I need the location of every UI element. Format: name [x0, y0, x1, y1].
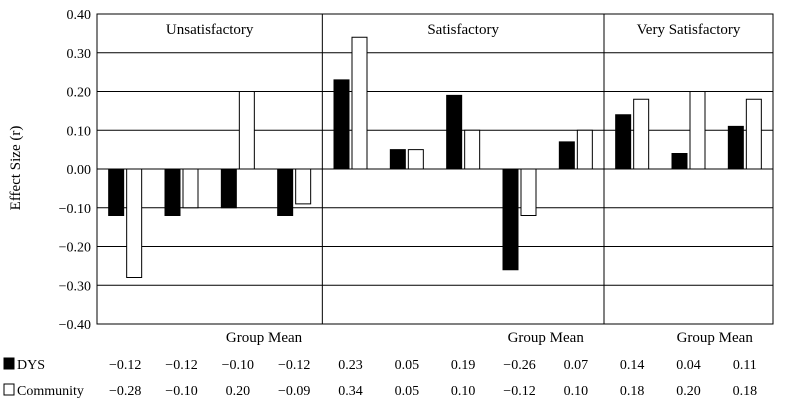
bar-community [689, 91, 706, 170]
y-tick-label: 0.00 [67, 163, 92, 178]
bar-dys [615, 114, 632, 170]
table-cell: 0.07 [564, 358, 589, 373]
table-cell: 0.10 [564, 384, 589, 399]
table-cell: 0.05 [395, 384, 420, 399]
bar-dys [333, 79, 350, 170]
bar-community [182, 168, 199, 209]
bar-community [126, 168, 143, 278]
bar-community [351, 36, 368, 170]
table-cell: −0.12 [165, 358, 197, 373]
bar-dys [502, 168, 519, 271]
table-cell: 0.19 [451, 358, 476, 373]
legend-label: DYS [17, 358, 45, 373]
legend-key-dys [3, 357, 15, 370]
table-cell: 0.04 [676, 358, 701, 373]
table-cell: −0.10 [165, 384, 197, 399]
bar-dys [108, 168, 125, 216]
bar-dys [558, 141, 575, 170]
group-label: Satisfactory [427, 22, 499, 38]
legend-key-community [3, 383, 15, 396]
table-cell: 0.20 [226, 384, 251, 399]
y-tick-label: −0.40 [59, 318, 91, 333]
table-cell: −0.12 [109, 358, 141, 373]
table-cell: −0.09 [278, 384, 310, 399]
legend-label: Community [17, 384, 84, 399]
bar-dys [389, 149, 406, 170]
bar-community [576, 129, 593, 170]
table-cell: −0.26 [503, 358, 535, 373]
bar-community [295, 168, 312, 205]
table-cell: 0.05 [395, 358, 420, 373]
table-cell: 0.20 [676, 384, 701, 399]
bar-community [407, 149, 424, 170]
y-tick-label: 0.10 [67, 124, 92, 139]
bar-dys [220, 168, 237, 209]
plot-frame [96, 13, 774, 325]
bar-dys [671, 153, 688, 170]
bar-dys [277, 168, 294, 216]
y-tick-label: −0.20 [59, 241, 91, 256]
table-cell: 0.18 [733, 384, 758, 399]
category-label: Group Mean [226, 330, 303, 346]
bar-community [633, 98, 650, 170]
bar-community [745, 98, 762, 170]
bar-dys [446, 94, 463, 170]
bar-community [464, 129, 481, 170]
y-tick-label: −0.10 [59, 202, 91, 217]
category-label: Group Mean [677, 330, 754, 346]
group-label: Very Satisfactory [637, 22, 741, 38]
bar-community [520, 168, 537, 216]
table-cell: 0.14 [620, 358, 645, 373]
bar-dys [164, 168, 181, 216]
y-tick-label: 0.20 [67, 86, 92, 101]
table-cell: 0.34 [338, 384, 363, 399]
table-cell: 0.10 [451, 384, 476, 399]
table-cell: −0.12 [278, 358, 310, 373]
table-cell: 0.18 [620, 384, 645, 399]
table-cell: 0.11 [733, 358, 757, 373]
y-tick-label: −0.30 [59, 279, 91, 294]
y-tick-label: 0.30 [67, 47, 92, 62]
group-label: Unsatisfactory [166, 22, 254, 38]
table-cell: −0.12 [503, 384, 535, 399]
table-cell: 0.23 [338, 358, 363, 373]
y-axis-label: Effect Size (r) [8, 126, 24, 211]
bar-dys [727, 125, 744, 170]
table-cell: −0.10 [222, 358, 254, 373]
category-label: Group Mean [508, 330, 585, 346]
table-cell: −0.28 [109, 384, 141, 399]
bar-community [238, 91, 255, 170]
y-tick-label: 0.40 [67, 8, 92, 23]
